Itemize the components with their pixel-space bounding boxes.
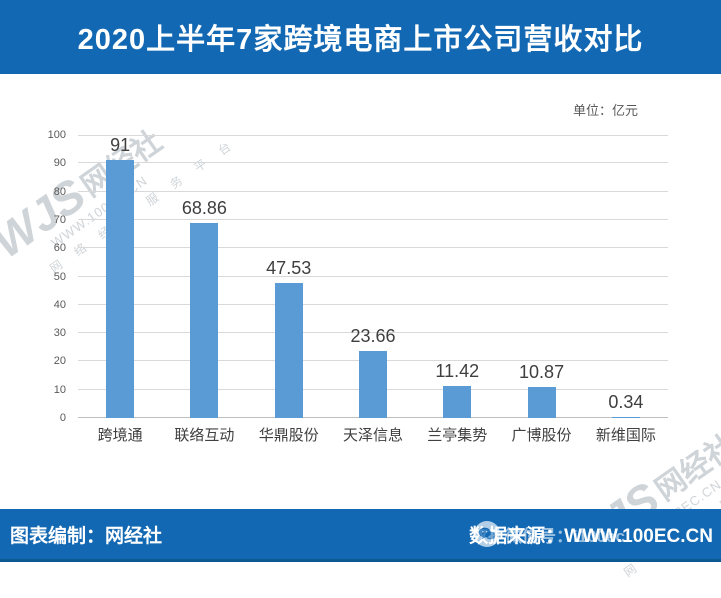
gridline xyxy=(78,190,668,192)
wechat-id-label: 微信号：i100ec xyxy=(505,526,625,546)
gridline xyxy=(78,303,668,305)
category-label: 天泽信息 xyxy=(342,427,403,444)
bar-value-label: 11.42 xyxy=(435,361,480,381)
gridline xyxy=(78,247,668,249)
gridline xyxy=(78,218,668,220)
bar-value-label: 10.87 xyxy=(519,362,565,382)
category-label: 联络互动 xyxy=(174,427,235,444)
y-tick-label: 40 xyxy=(53,298,66,311)
wechat-watermark: 微信号：i100ec xyxy=(474,518,625,550)
bar-value-label: 0.34 xyxy=(608,392,644,412)
bar xyxy=(527,387,556,418)
chart-area: WJS 网经社 WWW.100EC.CN 网 络 经 济 服 务 平 台 WJS… xyxy=(0,74,721,580)
bar-value-label: 23.66 xyxy=(350,326,396,346)
chart-title: 2020上半年7家跨境电商上市公司营收对比 xyxy=(77,24,644,56)
category-label: 广博股份 xyxy=(511,427,572,444)
bar-value-label: 47.53 xyxy=(266,258,312,278)
category-label: 跨境通 xyxy=(97,427,143,444)
footer-source: 数据来源：WWW.100EC.CN xyxy=(469,525,713,547)
y-tick-label: 20 xyxy=(53,355,66,368)
infographic-page: { "header": { "title": "2020上半年7家跨境电商上市公… xyxy=(0,0,721,580)
bar xyxy=(190,223,219,418)
bar xyxy=(274,283,303,418)
y-tick-label: 30 xyxy=(53,327,66,340)
gridline xyxy=(78,135,668,136)
wechat-icon xyxy=(474,521,500,547)
gridline xyxy=(78,275,668,277)
y-tick-label: 90 xyxy=(53,157,66,170)
watermark-bottom-right: WJS 网经社 WWW.100EC.CN 网 络 经 济 服 务 平 台 xyxy=(557,388,721,598)
x-axis-labels: 跨境通 联络互动 华鼎股份 天泽信息 兰亭集势 广博股份 新维国际 xyxy=(78,424,668,450)
unit-label: 单位：亿元 xyxy=(572,103,638,118)
y-tick-label: 60 xyxy=(53,242,66,255)
bar-value-label: 68.86 xyxy=(181,198,227,218)
bar xyxy=(359,351,387,418)
y-tick-label: 10 xyxy=(53,383,66,396)
footer-bar: 图表编制：网经社 数据来源：WWW.100EC.CN 微信号：i100ec xyxy=(0,509,721,562)
bar xyxy=(611,417,640,418)
bar xyxy=(106,160,135,418)
plot-area: 91 68.86 47.53 23.66 11.42 10.87 0.34 xyxy=(78,135,668,418)
y-tick-label: 100 xyxy=(47,129,66,141)
category-label: 华鼎股份 xyxy=(258,427,319,444)
y-tick-label: 70 xyxy=(53,213,66,226)
bar xyxy=(443,386,472,418)
gridline xyxy=(78,162,668,164)
y-tick-label: 80 xyxy=(53,185,66,198)
category-label: 兰亭集势 xyxy=(427,427,488,444)
gridline xyxy=(78,332,668,334)
y-tick-label: 0 xyxy=(59,412,66,424)
category-label: 新维国际 xyxy=(595,427,656,444)
header-banner: 2020上半年7家跨境电商上市公司营收对比 xyxy=(0,0,721,74)
footer-credit: 图表编制：网经社 xyxy=(10,525,163,547)
y-axis-labels: 0 10 20 30 40 50 60 70 80 90 100 xyxy=(0,129,72,424)
bar-value-label: 91 xyxy=(110,135,131,155)
y-tick-label: 50 xyxy=(53,270,66,283)
